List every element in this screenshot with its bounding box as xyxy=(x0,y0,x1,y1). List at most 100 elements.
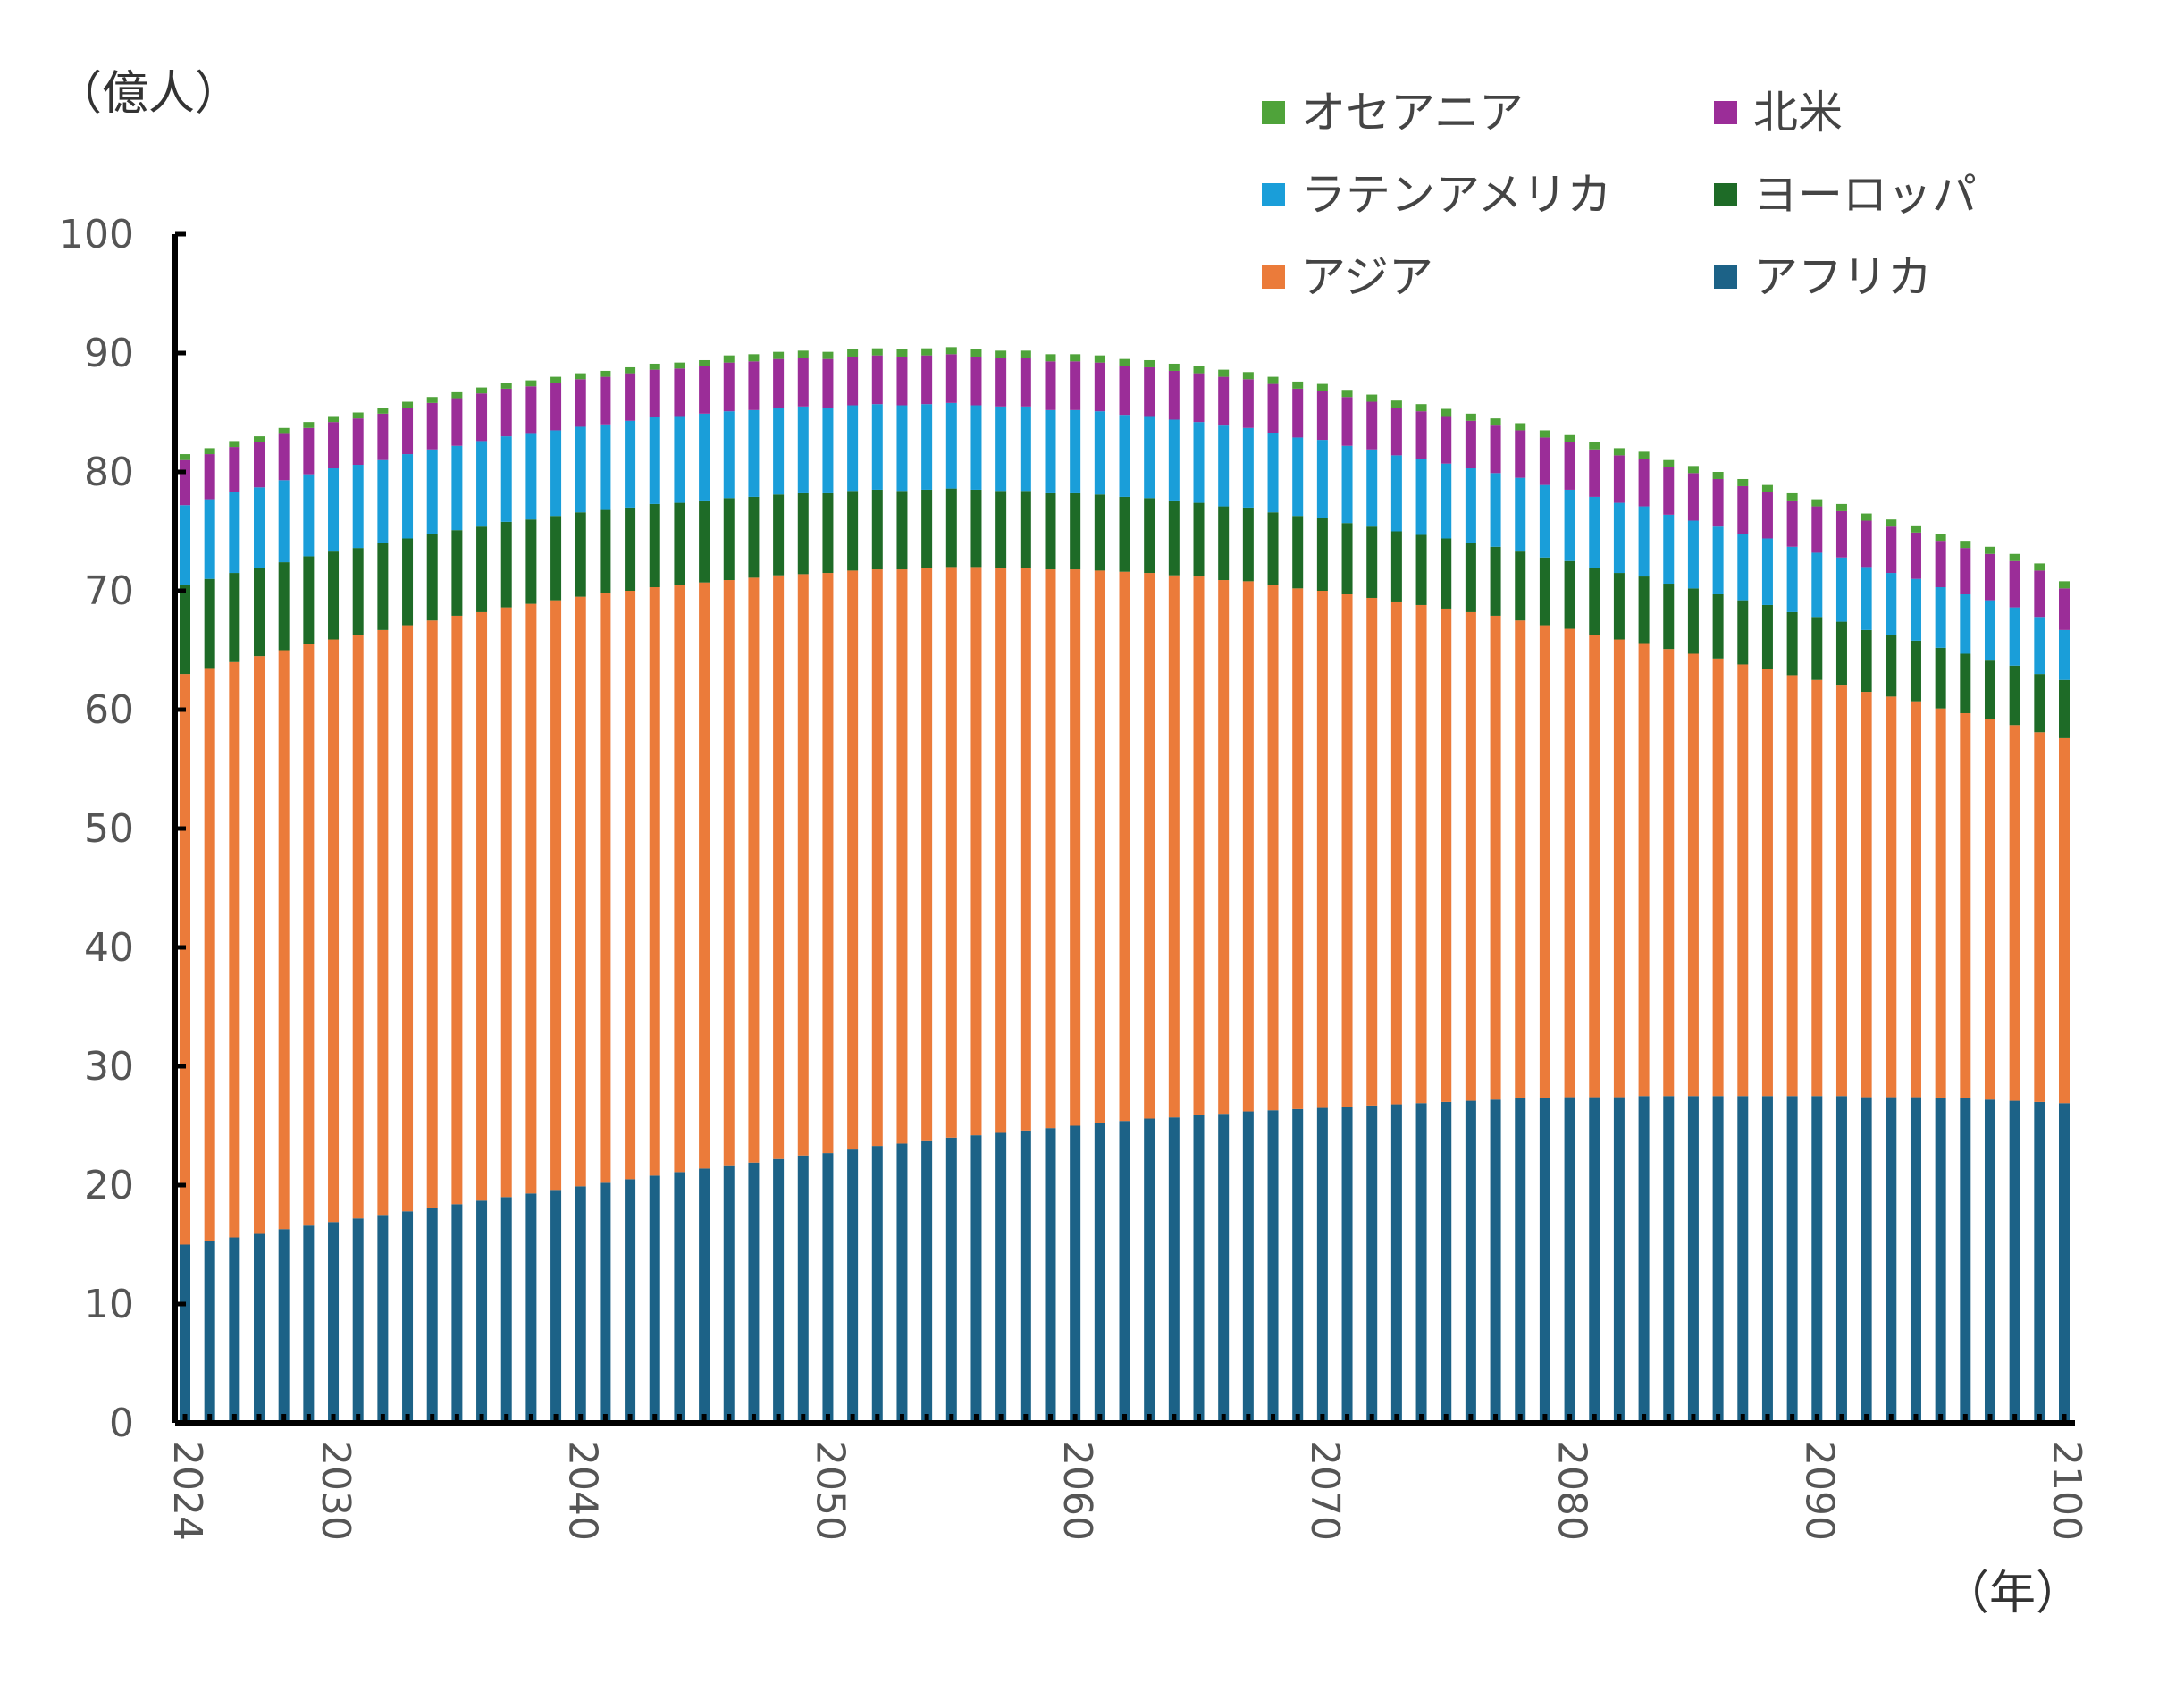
bar-segment xyxy=(945,354,957,403)
bar-segment xyxy=(229,492,240,574)
bar-segment xyxy=(1910,701,1921,1098)
bar-segment xyxy=(1415,411,1427,459)
bar-segment xyxy=(550,600,562,1191)
bar-segment xyxy=(525,433,537,520)
bar-segment xyxy=(476,1200,488,1423)
bar-segment xyxy=(699,366,710,414)
bar-segment xyxy=(1020,358,1031,407)
bar-segment xyxy=(1441,416,1452,464)
bar-segment xyxy=(1070,354,1081,362)
bar-segment xyxy=(1564,434,1575,442)
bar-segment xyxy=(328,639,340,1223)
bar-segment xyxy=(1441,1101,1452,1423)
bar-segment xyxy=(204,454,215,500)
legend-label: アジア xyxy=(1301,251,1433,303)
bar-segment xyxy=(476,441,488,527)
bar-segment xyxy=(1712,658,1724,1097)
bar-segment xyxy=(1316,383,1328,391)
bar-segment xyxy=(402,454,414,539)
bar-segment xyxy=(1390,1104,1402,1423)
bar-segment xyxy=(2034,563,2045,571)
bar-segment xyxy=(2009,1100,2020,1423)
bar-segment xyxy=(896,491,908,570)
bar-segment xyxy=(773,494,785,576)
bar-segment xyxy=(995,491,1007,568)
bar-segment xyxy=(1712,478,1724,527)
bar-segment xyxy=(921,568,933,1141)
bar-segment xyxy=(1144,359,1155,367)
bar-segment xyxy=(1020,568,1031,1131)
legend-swatch xyxy=(1714,265,1737,289)
bar-segment xyxy=(1366,1105,1378,1423)
bar-segment xyxy=(1786,611,1798,676)
bar-segment xyxy=(476,387,488,394)
bar-segment xyxy=(1441,408,1452,417)
bar-segment xyxy=(525,519,537,604)
bar-segment xyxy=(1168,575,1180,1118)
bar-segment xyxy=(1193,366,1205,374)
bar-segment xyxy=(352,418,364,466)
bar-segment xyxy=(896,1143,908,1423)
bar-segment xyxy=(328,422,340,469)
bar-segment xyxy=(1886,519,1897,527)
x-tick-label: 2024 xyxy=(164,1441,210,1541)
bar-segment xyxy=(1613,502,1625,574)
legend-item: ヨーロッパ xyxy=(1714,169,1977,221)
x-tick-label: 2100 xyxy=(2044,1441,2089,1541)
bar-segment xyxy=(1861,1097,1872,1423)
bar-segment xyxy=(229,661,240,1238)
bar-segment xyxy=(1737,600,1749,665)
bar-segment xyxy=(822,573,834,1154)
bar-segment xyxy=(1886,573,1897,635)
bar-segment xyxy=(1539,437,1550,485)
bar-segment xyxy=(278,650,290,1230)
bar-segment xyxy=(1267,383,1279,433)
bar-segment xyxy=(1341,1107,1353,1423)
bar-segment xyxy=(1984,660,1995,719)
bar-segment xyxy=(1292,1108,1304,1423)
y-tick-label: 20 xyxy=(84,1163,134,1208)
bar-segment xyxy=(748,361,760,410)
legend-item: アフリカ xyxy=(1714,251,1932,303)
bar-segment xyxy=(254,442,265,488)
bar-segment xyxy=(1960,1098,1971,1423)
bar-segment xyxy=(748,577,760,1163)
x-tick-label: 2090 xyxy=(1796,1441,1842,1541)
bar-segment xyxy=(945,567,957,1138)
legend-label: アフリカ xyxy=(1753,251,1932,303)
bar-segment xyxy=(180,674,190,1245)
bar-segment xyxy=(1638,1096,1650,1423)
bar-segment xyxy=(674,1172,685,1423)
bar-segment xyxy=(1242,379,1254,428)
bar-segment xyxy=(600,509,611,593)
bar-segment xyxy=(847,356,859,406)
bar-segment xyxy=(995,1132,1007,1423)
bar-segment xyxy=(1094,362,1105,412)
bar-segment xyxy=(674,368,685,417)
x-tick-label: 2070 xyxy=(1302,1441,1348,1541)
bar-segment xyxy=(1613,573,1625,640)
bar-segment xyxy=(822,492,834,574)
bar-segment xyxy=(1589,496,1600,568)
bar-segment xyxy=(500,607,512,1198)
bar-segment xyxy=(1712,526,1724,594)
bar-segment xyxy=(1960,548,1971,594)
bar-segment xyxy=(1168,370,1180,420)
bar-segment xyxy=(229,1237,240,1423)
bar-segment xyxy=(476,611,488,1201)
bar-segment xyxy=(525,386,537,434)
bar-segment xyxy=(1589,449,1600,497)
bar-segment xyxy=(921,1140,933,1423)
bar-segment xyxy=(921,355,933,405)
bar-segment xyxy=(1638,643,1650,1097)
bar-segment xyxy=(525,603,537,1194)
bar-segment xyxy=(1094,355,1105,363)
bar-segment xyxy=(1441,538,1452,609)
bar-segment xyxy=(1366,401,1378,450)
bar-segment xyxy=(1811,552,1823,618)
bar-segment xyxy=(1515,423,1526,431)
bar-segment xyxy=(1861,692,1872,1098)
bar-segment xyxy=(871,569,883,1147)
bar-segment xyxy=(451,615,463,1205)
